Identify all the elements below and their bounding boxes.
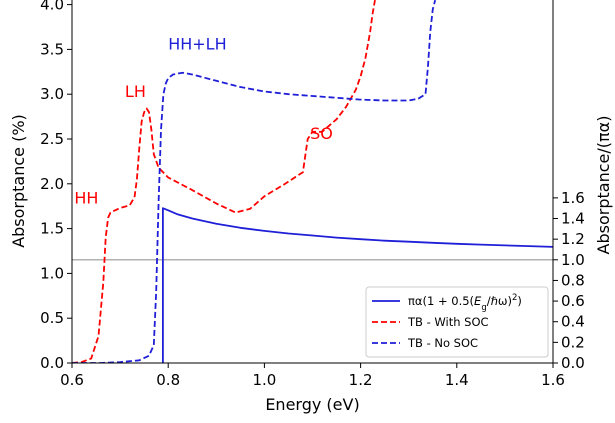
x-tick-label: 0.8 (156, 371, 180, 389)
y-tick-label: 1.0 (40, 264, 64, 282)
y-tick-label-right: 0.8 (561, 271, 585, 289)
y-tick-label-right: 1.4 (561, 210, 585, 228)
y-tick-label-right: 1.0 (561, 251, 585, 269)
y-tick-label: 0.0 (40, 354, 64, 372)
y-axis-title: Absorptance (%) (9, 114, 28, 248)
legend-label: TB - With SOC (407, 315, 489, 329)
y-tick-label-right: 0.0 (561, 354, 585, 372)
legend-label: TB - No SOC (407, 336, 478, 350)
series-line-2 (72, 0, 437, 363)
y-tick-label: 2.5 (40, 130, 64, 148)
y-tick-label: 2.0 (40, 175, 64, 193)
x-tick-label: 0.6 (60, 371, 84, 389)
x-tick-label: 1.4 (445, 371, 469, 389)
y-tick-label-right: 0.2 (561, 333, 585, 351)
annotation-label: HH (74, 189, 98, 208)
x-tick-label: 1.2 (349, 371, 373, 389)
legend-box (365, 286, 549, 358)
y-tick-label-right: 0.6 (561, 292, 585, 310)
y-tick-label-right: 1.2 (561, 230, 585, 248)
plot-frame (71, 0, 554, 364)
annotation-label: SO (310, 124, 333, 143)
legend: πα(1 + 0.5(Eg/ℏω)2) TB - With SOC TB - No … (365, 286, 549, 358)
x-axis-title: Energy (eV) (265, 395, 359, 414)
x-tick-label: 1.6 (541, 371, 565, 389)
y-tick-label-right: 0.4 (561, 313, 585, 331)
y-tick-label-right: 1.6 (561, 189, 585, 207)
annotation-label: HH+LH (168, 34, 226, 53)
y-axis-title-right: Absorptance/(πα) (594, 116, 613, 255)
legend-label: πα(1 + 0.5(Eg/ℏω)2) (408, 293, 522, 313)
x-tick-label: 1.0 (252, 371, 276, 389)
y-tick-label: 3.0 (40, 85, 64, 103)
series-line-1 (72, 0, 376, 363)
annotation-label: LH (125, 82, 146, 101)
y-tick-label: 1.5 (40, 220, 64, 238)
y-tick-label: 3.5 (40, 40, 64, 58)
series-line-0 (161, 207, 553, 363)
y-tick-label: 0.5 (40, 309, 64, 327)
y-tick-label: 4.0 (40, 0, 64, 14)
